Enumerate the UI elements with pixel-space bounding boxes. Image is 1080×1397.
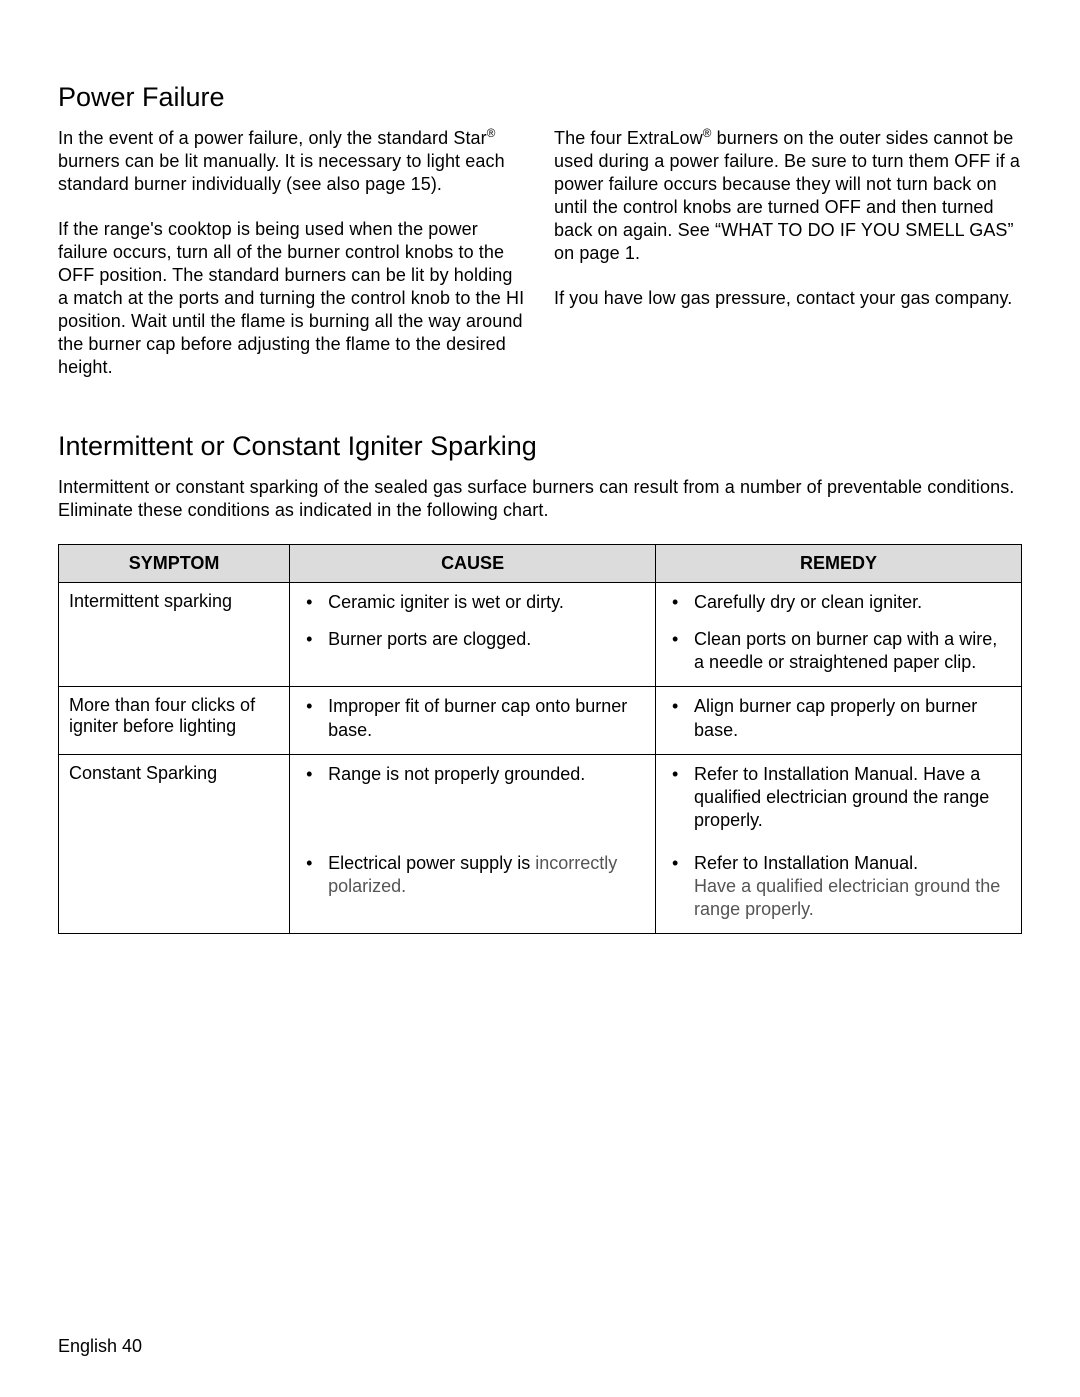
cell-symptom-empty (59, 844, 290, 934)
cause-item: Electrical power supply is incorrectly p… (300, 852, 645, 898)
spacer (58, 379, 1022, 431)
remedy-pre: Refer to Installation Manual. (694, 853, 918, 873)
heading-power-failure: Power Failure (58, 82, 1022, 113)
remedy-item: Clean ports on burner cap with a wire, a… (666, 628, 1011, 674)
th-cause: CAUSE (290, 545, 656, 583)
cell-symptom: Intermittent sparking (59, 583, 290, 687)
table-row: Electrical power supply is incorrectly p… (59, 844, 1022, 934)
pf-left-para-2: If the range's cooktop is being used whe… (58, 218, 526, 379)
pf-right-para-1: The four ExtraLow® burners on the outer … (554, 127, 1022, 265)
heading-igniter: Intermittent or Constant Igniter Sparkin… (58, 431, 1022, 462)
pf-right-1-post: burners on the outer sides cannot be use… (554, 128, 1020, 263)
table-row: More than four clicks of igniter before … (59, 687, 1022, 754)
table-header-row: SYMPTOM CAUSE REMEDY (59, 545, 1022, 583)
cell-cause: Electrical power supply is incorrectly p… (290, 844, 656, 934)
page-footer: English 40 (58, 1336, 142, 1357)
th-symptom: SYMPTOM (59, 545, 290, 583)
remedy-item: Refer to Installation Manual. Have a qua… (666, 852, 1011, 921)
remedy-post: Have a qualified electrician ground the … (694, 876, 1000, 919)
cause-pre: Electrical power supply is (328, 853, 535, 873)
cause-item: Burner ports are clogged. (300, 628, 645, 651)
pf-left-1-pre: In the event of a power failure, only th… (58, 128, 487, 148)
cell-remedy: Refer to Installation Manual. Have a qua… (656, 754, 1022, 844)
cell-symptom: More than four clicks of igniter before … (59, 687, 290, 754)
power-failure-columns: In the event of a power failure, only th… (58, 127, 1022, 379)
table-row: Constant Sparking Range is not properly … (59, 754, 1022, 844)
power-failure-col-left: In the event of a power failure, only th… (58, 127, 526, 379)
igniter-intro: Intermittent or constant sparking of the… (58, 476, 1022, 522)
cell-remedy: Carefully dry or clean igniter. Clean po… (656, 583, 1022, 687)
cell-symptom: Constant Sparking (59, 754, 290, 844)
th-remedy: REMEDY (656, 545, 1022, 583)
pf-right-para-2: If you have low gas pressure, contact yo… (554, 287, 1022, 310)
power-failure-col-right: The four ExtraLow® burners on the outer … (554, 127, 1022, 379)
pf-left-1-sup: ® (487, 127, 496, 140)
pf-left-2-pre: If the range's cooktop is being used whe… (58, 219, 524, 377)
cell-cause: Ceramic igniter is wet or dirty. Burner … (290, 583, 656, 687)
page: Power Failure In the event of a power fa… (0, 0, 1080, 1397)
pf-right-1-sup: ® (703, 127, 712, 140)
cell-cause: Range is not properly grounded. (290, 754, 656, 844)
cause-item: Improper fit of burner cap onto burner b… (300, 695, 645, 741)
cell-remedy: Align burner cap properly on burner base… (656, 687, 1022, 754)
cell-remedy: Refer to Installation Manual. Have a qua… (656, 844, 1022, 934)
troubleshooting-table: SYMPTOM CAUSE REMEDY Intermittent sparki… (58, 544, 1022, 933)
cause-item: Ceramic igniter is wet or dirty. (300, 591, 645, 614)
cell-cause: Improper fit of burner cap onto burner b… (290, 687, 656, 754)
pf-right-2-pre: If you have low gas pressure, contact yo… (554, 288, 1012, 308)
remedy-item: Refer to Installation Manual. Have a qua… (666, 763, 1011, 832)
pf-left-1-post: burners can be lit manually. It is neces… (58, 151, 505, 194)
remedy-item: Align burner cap properly on burner base… (666, 695, 1011, 741)
remedy-item: Carefully dry or clean igniter. (666, 591, 1011, 614)
table-row: Intermittent sparking Ceramic igniter is… (59, 583, 1022, 687)
pf-right-1-pre: The four ExtraLow (554, 128, 703, 148)
pf-left-para-1: In the event of a power failure, only th… (58, 127, 526, 196)
cause-item: Range is not properly grounded. (300, 763, 645, 786)
